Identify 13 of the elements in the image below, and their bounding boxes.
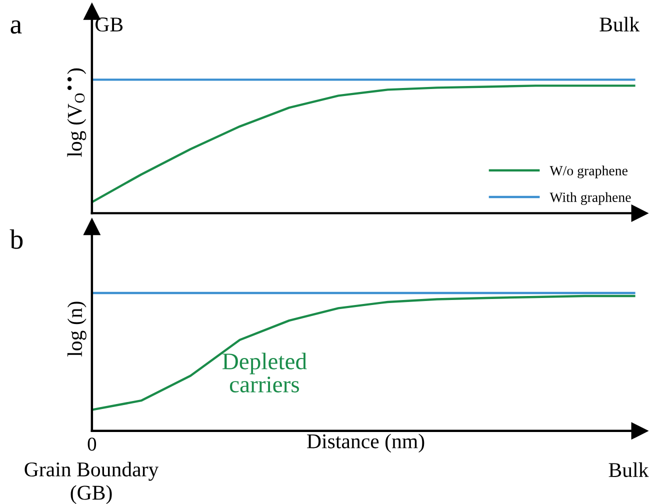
legend-label: W/o graphene [550,166,628,178]
text: Bulk [608,462,649,478]
chart-title: a [10,20,22,34]
y-axis-title: log (n) [67,302,86,357]
legend-label: With graphene [550,192,631,205]
text: Bulk [600,16,640,32]
text: Grain Boundary (GB) [24,462,159,504]
y-axis-title: log (V$_{O}$$^{••}$) [67,68,86,157]
text: GB [96,18,123,32]
annotation: Depleted carriers [222,352,307,392]
x-axis-title: Distance (nm) [307,434,424,453]
text: 0 [88,438,96,451]
chart-title: b [10,229,23,249]
